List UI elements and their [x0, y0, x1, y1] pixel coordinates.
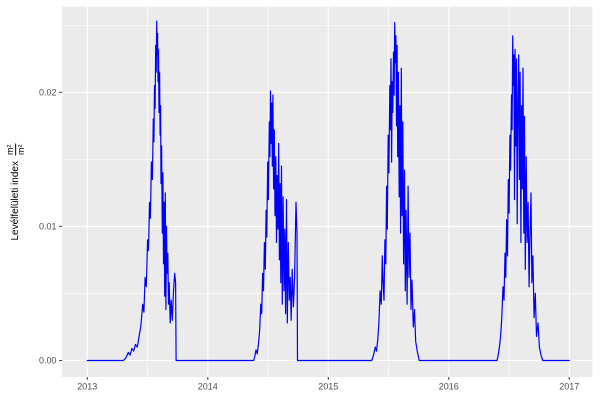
y-axis-unit-denominator: m² — [16, 144, 27, 156]
y-axis-title-text: Levélfelületi index — [10, 161, 21, 241]
y-tick-label: 0.01 — [39, 222, 57, 232]
x-tick-label: 2015 — [318, 382, 338, 392]
major-gridlines — [62, 6, 593, 377]
y-axis-unit-numerator: m² — [5, 143, 17, 156]
x-tick-label: 2013 — [77, 382, 97, 392]
x-tick-label: 2014 — [198, 382, 218, 392]
x-tick-labels: 2013 2014 2015 2016 2017 — [77, 382, 579, 392]
y-axis-unit-fraction: m² m² — [5, 143, 27, 156]
x-tick-label: 2017 — [559, 382, 579, 392]
tick-marks — [59, 91, 570, 380]
lai-line — [86, 20, 570, 362]
y-tick-label: 0.02 — [39, 88, 57, 98]
x-tick-label: 2016 — [439, 382, 459, 392]
y-tick-label: 0.00 — [39, 356, 57, 366]
y-axis-title: Levélfelületi index m² m² — [5, 143, 27, 241]
y-tick-labels: 0.00 0.01 0.02 — [39, 88, 57, 366]
